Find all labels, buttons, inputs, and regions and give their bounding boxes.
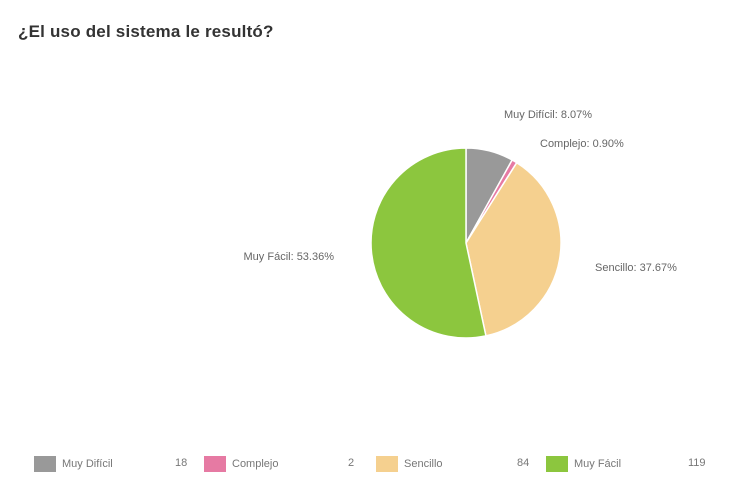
legend-item-muy-facil[interactable]: Muy Fácil (546, 453, 621, 475)
legend-count-muy-facil: 119 (688, 457, 706, 469)
slice-label-muy-facil: Muy Fácil: 53.36% (244, 251, 335, 263)
legend-label-complejo: Complejo (232, 458, 279, 470)
legend-count-complejo: 2 (348, 457, 355, 469)
chart-panel: ¿El uso del sistema le resultó? Muy Difí… (8, 8, 728, 472)
slice-label-complejo: Complejo: 0.90% (540, 138, 624, 150)
legend-item-complejo[interactable]: Complejo (204, 453, 278, 475)
legend-swatch-muy-facil (546, 456, 568, 472)
legend-label-muy-dificil: Muy Difícil (62, 458, 113, 470)
legend-swatch-sencillo (376, 456, 398, 472)
pie-slice-muy-facil[interactable] (370, 147, 487, 339)
legend-count-muy-dificil: 18 (175, 457, 188, 469)
pie-labels: Muy Difícil: 8.07% Complejo: 0.90% Sencill… (244, 109, 678, 274)
chart-legend: Muy Difícil 18 Complejo 2 Sencillo 84 Mu… (34, 453, 732, 477)
chart-title: ¿El uso del sistema le resultó? (18, 22, 274, 41)
legend-swatch-complejo (204, 456, 226, 472)
legend-count-sencillo: 84 (517, 457, 530, 469)
pie-slices (370, 147, 562, 339)
legend-item-sencillo[interactable]: Sencillo (376, 453, 443, 475)
legend-label-muy-facil: Muy Fácil (574, 458, 622, 470)
slice-label-sencillo: Sencillo: 37.67% (595, 262, 677, 274)
legend-swatch-muy-dificil (34, 456, 56, 472)
pie-chart: Muy Difícil: 8.07% Complejo: 0.90% Sencill… (244, 109, 678, 339)
slice-label-muy-dificil: Muy Difícil: 8.07% (504, 109, 592, 121)
legend-item-muy-dificil[interactable]: Muy Difícil (34, 453, 113, 475)
legend-label-sencillo: Sencillo (404, 458, 443, 470)
pie-slice-sencillo[interactable] (465, 161, 562, 337)
